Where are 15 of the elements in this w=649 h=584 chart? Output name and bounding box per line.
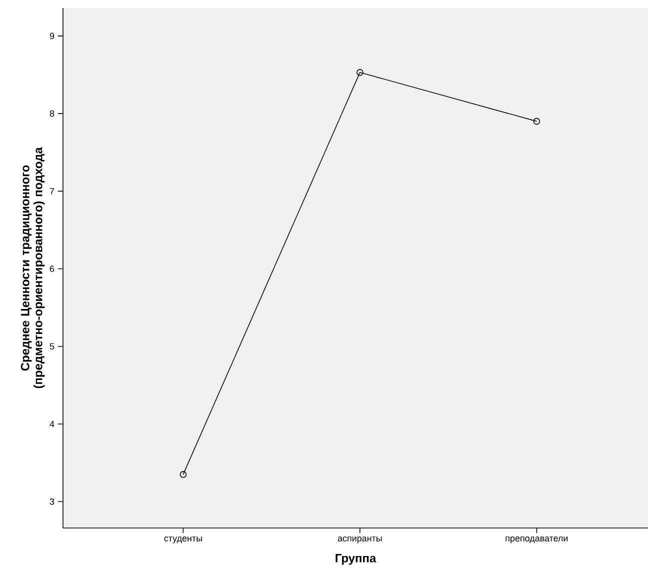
x-axis-title: Группа: [336, 554, 376, 565]
y-tick-label: 6: [50, 266, 54, 272]
point: [356, 69, 364, 76]
x-tick-label: студенты: [164, 536, 202, 544]
y-tick-label: 5: [50, 343, 54, 350]
x-tick-label: аспиранты: [338, 536, 382, 544]
y-tick-label: 4: [50, 420, 54, 428]
y-tick-label: 9: [50, 32, 54, 40]
point: [533, 118, 540, 125]
x-tick-label: преподаватели: [506, 536, 568, 544]
point: [180, 471, 187, 478]
y-axis-title: Среднее Ценности традиционного (предметно-ориентированного) подхода: [20, 147, 45, 388]
y-tick-label: 3: [50, 498, 54, 505]
y-tick-label: 7: [50, 188, 54, 194]
y-tick-label: 8: [50, 110, 54, 117]
